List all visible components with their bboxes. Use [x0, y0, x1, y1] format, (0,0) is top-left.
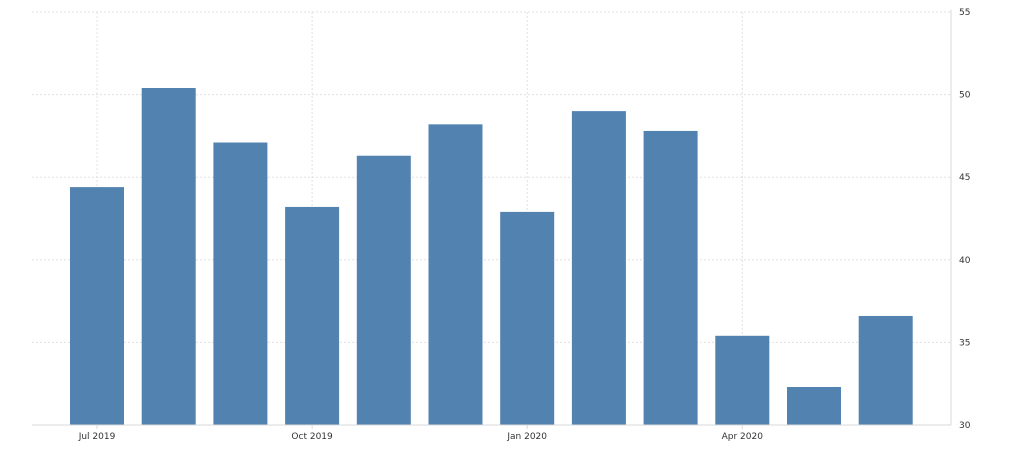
bar-jan-2020[interactable] — [500, 211, 555, 425]
bar-dec-2019[interactable] — [428, 124, 483, 425]
bar-jul-2019[interactable] — [70, 187, 124, 425]
bar-aug-2019[interactable] — [141, 87, 196, 425]
y-tick-label: 30 — [959, 421, 971, 431]
bar-oct-2019[interactable] — [285, 206, 340, 425]
y-axis-tick-labels: 30 35 40 45 50 55 — [959, 8, 971, 431]
x-axis-tick-labels: Jul 2019 Oct 2019 Jan 2020 Apr 2020 — [78, 432, 764, 442]
y-tick-label: 55 — [959, 8, 970, 18]
y-tick-label: 40 — [959, 256, 971, 266]
y-tick-label: 45 — [959, 173, 970, 183]
x-tick-label: Jan 2020 — [506, 432, 547, 442]
bar-jun-2020[interactable] — [858, 315, 913, 425]
x-tick-label: Jul 2019 — [78, 432, 116, 442]
y-tick-label: 50 — [959, 91, 971, 101]
bars — [70, 87, 913, 426]
x-tick-label: Oct 2019 — [291, 432, 333, 442]
bar-apr-2020[interactable] — [715, 335, 770, 425]
y-tick-label: 35 — [959, 338, 970, 348]
bar-nov-2019[interactable] — [356, 155, 411, 425]
x-tick-label: Apr 2020 — [722, 432, 764, 442]
bar-feb-2020[interactable] — [571, 111, 626, 426]
bar-mar-2020[interactable] — [643, 130, 698, 425]
bar-may-2020[interactable] — [787, 387, 841, 425]
axes — [32, 10, 952, 429]
bar-sep-2019[interactable] — [213, 142, 268, 425]
